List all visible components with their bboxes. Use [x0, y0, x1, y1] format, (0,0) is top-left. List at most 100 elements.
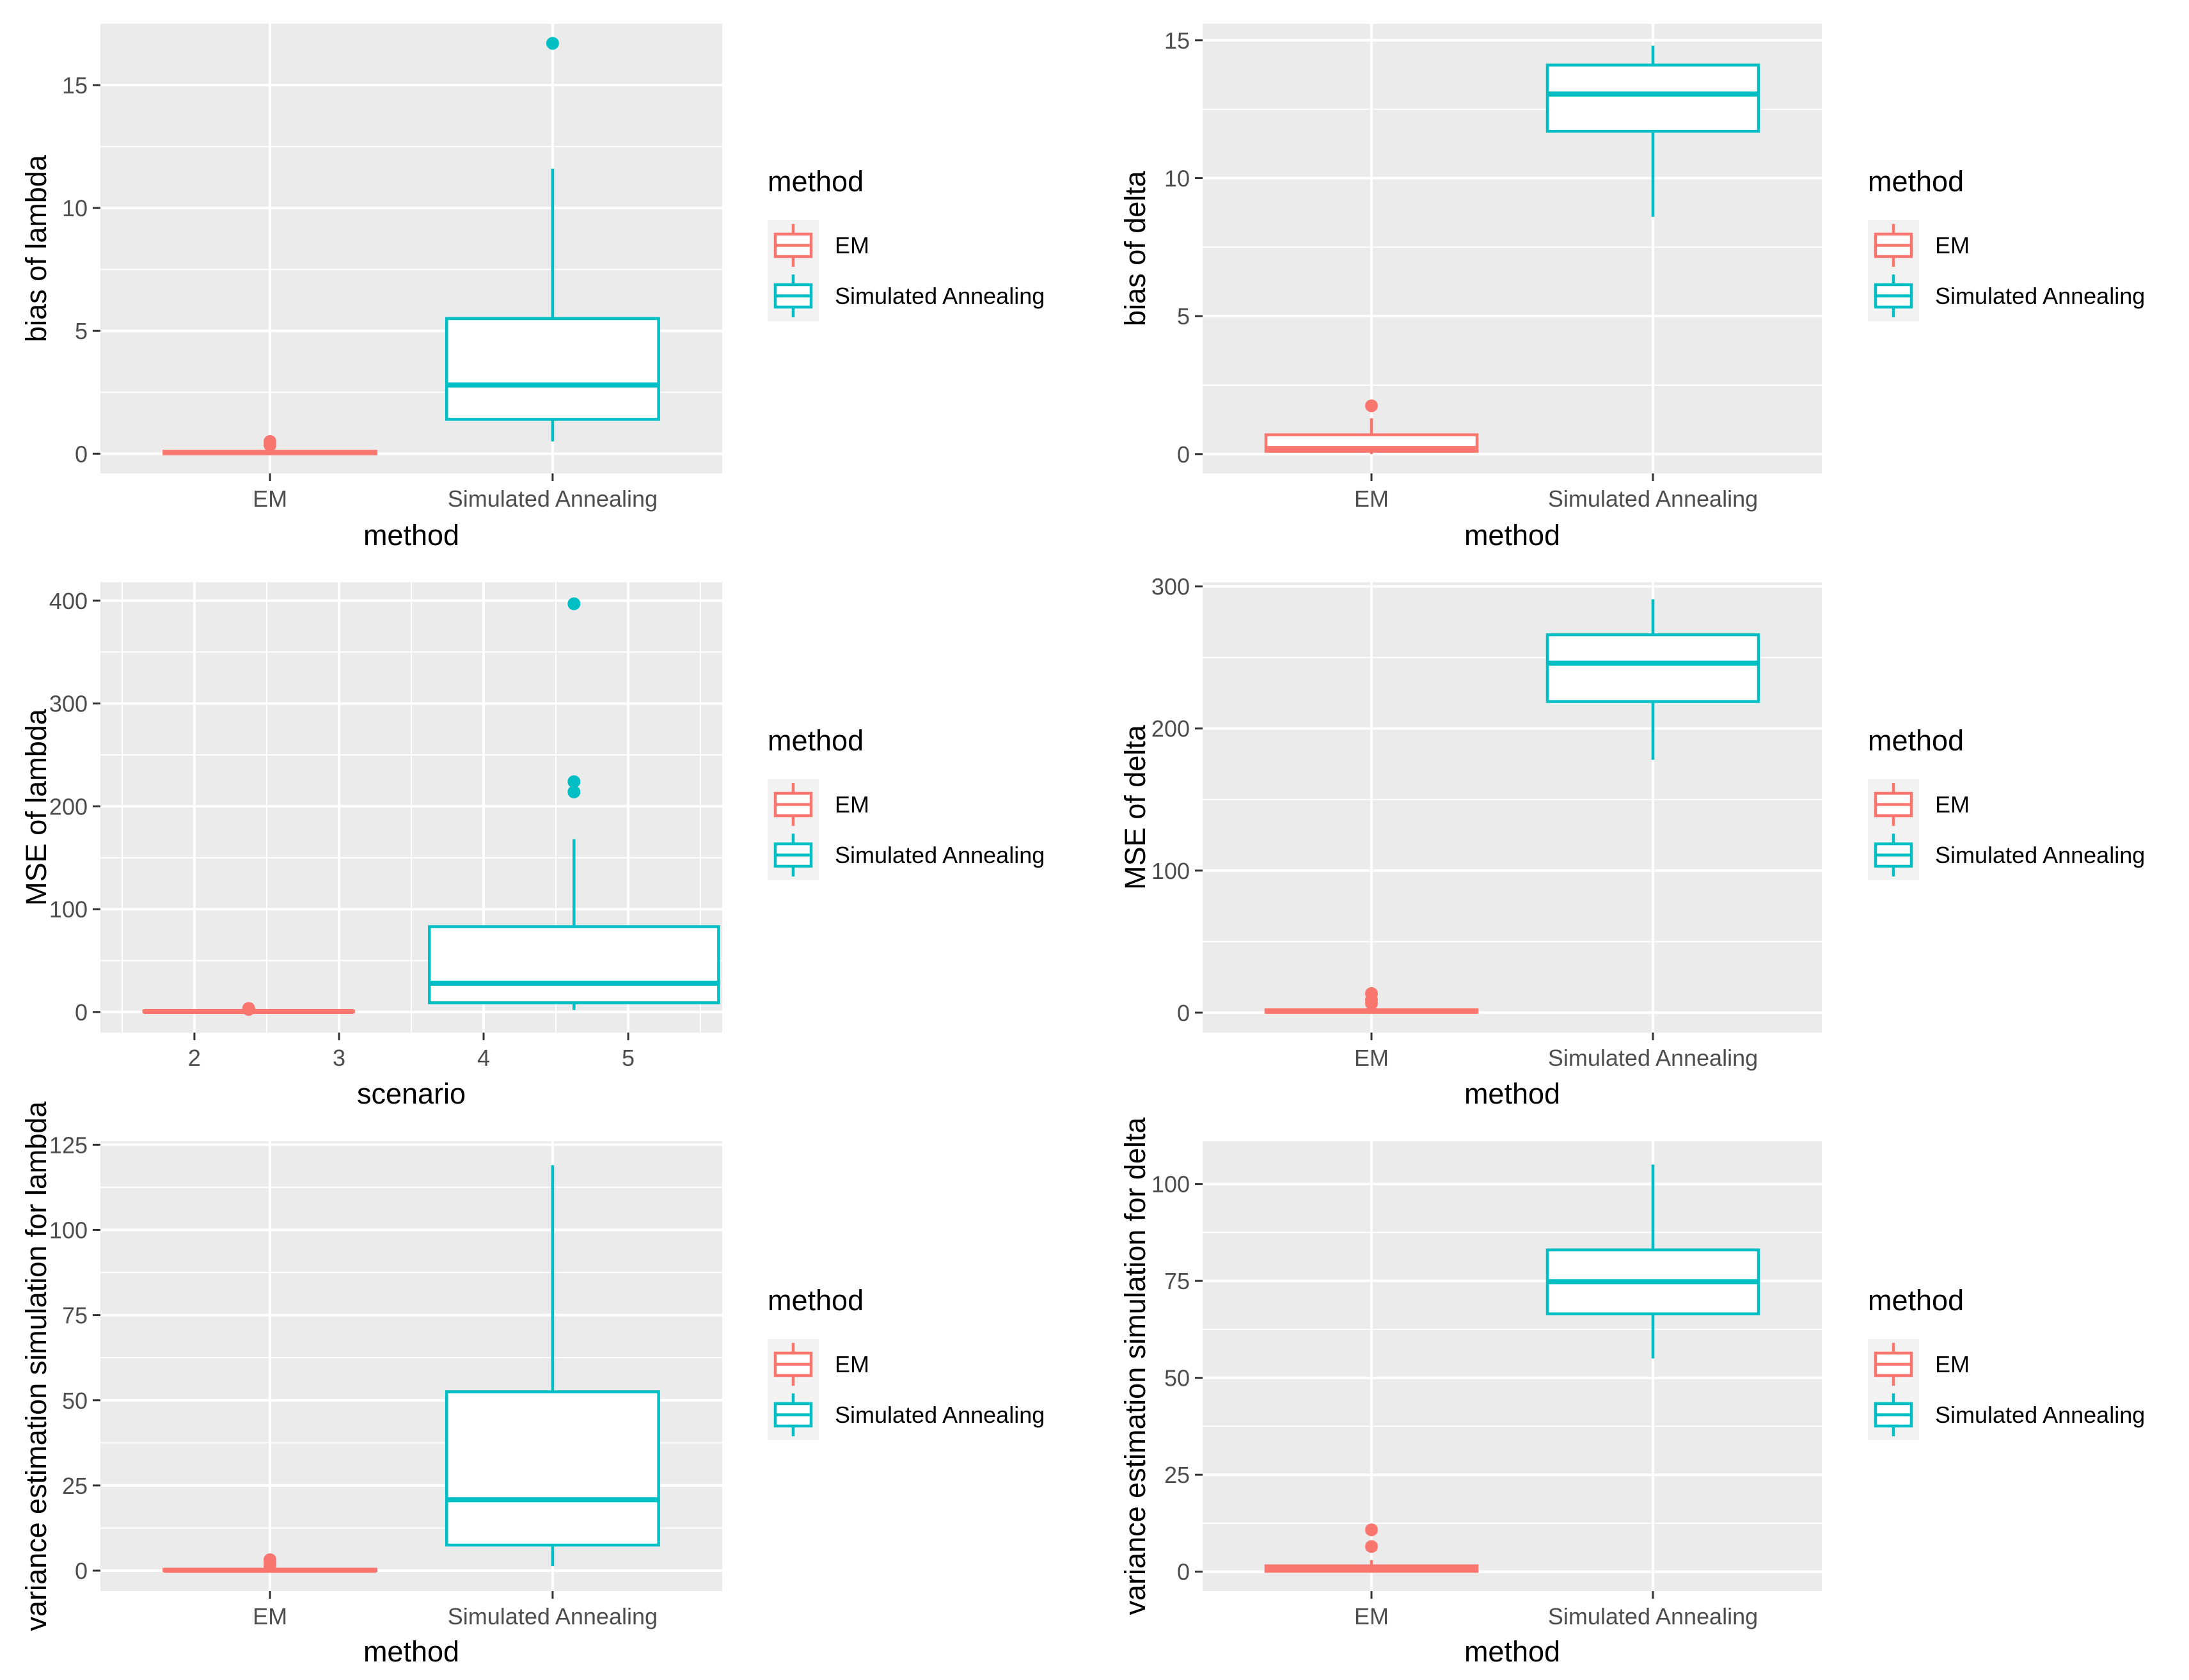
box-em [1264, 987, 1479, 1014]
box-em [162, 435, 378, 456]
legend-label: Simulated Annealing [835, 1402, 1045, 1428]
legend-item-em: EM [1868, 779, 1970, 830]
outlier-point [1365, 399, 1378, 413]
x-axis-title: method [1464, 1635, 1560, 1668]
legend-item-em: EM [768, 220, 869, 271]
y-tick-label: 100 [1151, 1171, 1190, 1198]
outlier-point [1365, 1540, 1378, 1553]
x-tick-label: EM [253, 1603, 287, 1629]
box-simulated-annealing [1545, 599, 1760, 760]
y-tick-label: 200 [49, 793, 88, 820]
outlier-point [1365, 1523, 1378, 1537]
y-tick-label: 125 [49, 1132, 88, 1158]
legend-title: method [768, 724, 864, 757]
y-tick-label: 0 [1177, 1000, 1190, 1026]
y-tick-label: 10 [1164, 166, 1190, 192]
x-tick-label: Simulated Annealing [448, 486, 658, 512]
y-tick-label: 0 [1177, 441, 1190, 468]
x-tick-label: EM [1354, 486, 1389, 512]
legend-item-em: EM [1868, 220, 1970, 271]
x-tick-label: 5 [622, 1045, 635, 1071]
legend: method EM Simulated Annealing [768, 1284, 1045, 1440]
x-tick-label: EM [1354, 1603, 1389, 1629]
outlier-point [567, 785, 581, 798]
legend-label: EM [1935, 1351, 1970, 1377]
legend-label: Simulated Annealing [1935, 842, 2145, 868]
outlier-point [567, 597, 581, 610]
box-simulated-annealing [1545, 1164, 1760, 1359]
y-tick-label: 400 [49, 588, 88, 614]
y-tick-label: 5 [75, 318, 88, 344]
y-axis-title: MSE of lambda [20, 708, 52, 906]
legend-title: method [768, 165, 864, 198]
legend: method EM Simulated Annealing [768, 724, 1045, 880]
legend-label: Simulated Annealing [1935, 283, 2145, 309]
legend-label: EM [835, 232, 869, 258]
legend-label: EM [835, 791, 869, 818]
legend-label: Simulated Annealing [835, 283, 1045, 309]
y-tick-label: 100 [49, 896, 88, 923]
outlier-point [1365, 987, 1378, 1000]
legend-item-simulated-annealing: Simulated Annealing [768, 830, 1045, 880]
box-simulated-annealing [445, 1165, 660, 1567]
panel-background [1203, 1141, 1822, 1591]
legend-item-simulated-annealing: Simulated Annealing [1868, 1390, 2145, 1440]
box-simulated-annealing [428, 597, 720, 1010]
legend-item-simulated-annealing: Simulated Annealing [768, 271, 1045, 321]
y-tick-label: 75 [1164, 1268, 1190, 1294]
y-tick-label: 0 [75, 441, 88, 467]
box-em [142, 1002, 355, 1016]
y-tick-label: 300 [1151, 574, 1190, 600]
box-iqr [445, 1390, 660, 1547]
y-tick-label: 300 [49, 691, 88, 717]
box-iqr [428, 925, 720, 1004]
legend-label: EM [1935, 232, 1970, 258]
x-tick-label: 2 [188, 1045, 201, 1071]
box-simulated-annealing [445, 36, 660, 442]
box-em [162, 1553, 378, 1573]
legend-label: Simulated Annealing [835, 842, 1045, 868]
box-iqr [1545, 63, 1760, 133]
y-tick-label: 0 [75, 1558, 88, 1584]
x-axis-title: method [1464, 1077, 1560, 1110]
x-axis-title: scenario [357, 1077, 466, 1110]
y-axis-title: variance estimation simulation for lambd… [20, 1101, 52, 1631]
y-tick-label: 50 [1164, 1365, 1190, 1391]
y-axis-title: MSE of delta [1119, 724, 1151, 890]
box-em [1264, 399, 1479, 454]
legend-title: method [1868, 1284, 1964, 1317]
box-iqr [1545, 633, 1760, 703]
y-tick-label: 5 [1177, 303, 1190, 329]
x-axis-title: method [363, 1635, 459, 1668]
y-tick-label: 0 [75, 999, 88, 1026]
legend: method EM Simulated Annealing [1868, 724, 2145, 880]
x-tick-label: Simulated Annealing [448, 1603, 658, 1629]
legend-label: EM [1935, 791, 1970, 818]
legend-label: Simulated Annealing [1935, 1402, 2145, 1428]
y-tick-label: 50 [62, 1388, 88, 1414]
legend-item-simulated-annealing: Simulated Annealing [768, 1390, 1045, 1440]
box-em [1264, 1523, 1479, 1573]
outlier-point [264, 1553, 277, 1567]
outlier-point [242, 1002, 255, 1015]
chart-panel-6: 0 25 50 75 100 EM Simulated Annealing method var… [1119, 1117, 2145, 1668]
y-axis-title: bias of delta [1119, 170, 1151, 326]
x-tick-label: Simulated Annealing [1548, 486, 1758, 512]
box-simulated-annealing [1545, 45, 1760, 217]
legend: method EM Simulated Annealing [768, 165, 1045, 321]
legend-title: method [768, 1284, 864, 1317]
legend-title: method [1868, 165, 1964, 198]
legend-item-em: EM [768, 779, 869, 830]
legend-title: method [1868, 724, 1964, 757]
outlier-point [546, 36, 559, 50]
x-axis-title: method [363, 519, 459, 551]
legend-label: EM [835, 1351, 869, 1377]
y-tick-label: 15 [1164, 28, 1190, 54]
y-tick-label: 200 [1151, 716, 1190, 742]
x-tick-label: Simulated Annealing [1548, 1603, 1758, 1629]
y-axis-title: bias of lambda [20, 154, 52, 342]
x-tick-label: Simulated Annealing [1548, 1045, 1758, 1071]
y-tick-label: 100 [49, 1217, 88, 1243]
